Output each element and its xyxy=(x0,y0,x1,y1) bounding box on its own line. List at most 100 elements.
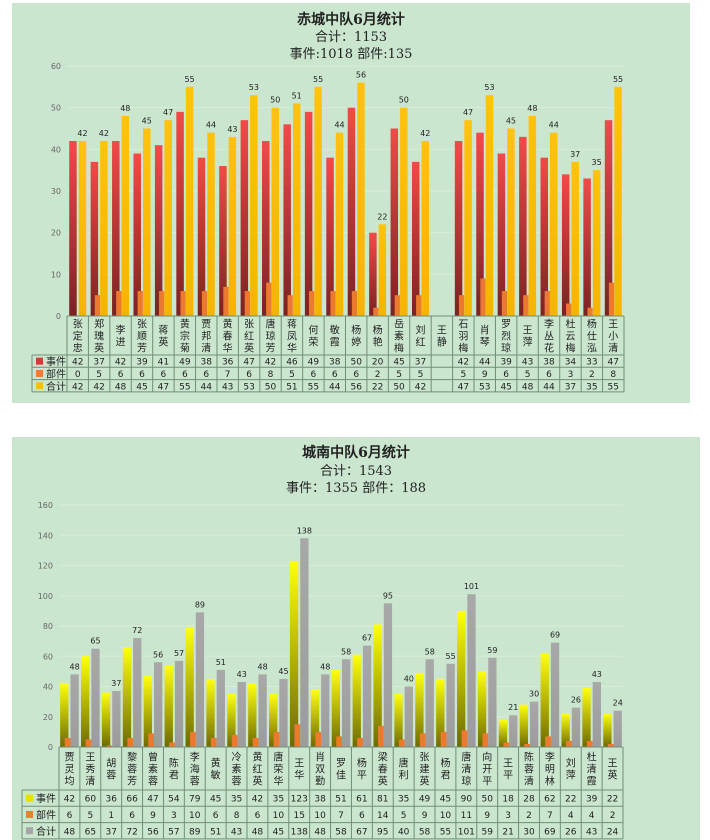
category-label: 李海蓉 xyxy=(190,751,200,788)
bar-部件 xyxy=(85,739,92,747)
table-cell: 48 xyxy=(64,827,76,837)
y-tick-label: 20 xyxy=(51,229,61,238)
table-cell: 50 xyxy=(265,382,277,392)
category-label: 罗烈琼 xyxy=(501,319,511,355)
table-cell: 45 xyxy=(500,382,511,392)
bar-部件 xyxy=(480,278,486,316)
svg-text:杨婷: 杨婷 xyxy=(351,324,361,349)
table-cell: 34 xyxy=(565,358,577,368)
svg-text:李进: 李进 xyxy=(116,324,126,349)
bar-合计 xyxy=(250,95,258,317)
table-cell: 9 xyxy=(482,370,488,380)
bar-事件 xyxy=(352,654,361,747)
table-cell: 48 xyxy=(115,382,127,392)
legend-key-事件 xyxy=(36,357,43,365)
bar-事件 xyxy=(81,656,90,747)
category-label: 贾邦清 xyxy=(201,319,211,355)
category-label: 王小清 xyxy=(608,320,618,355)
svg-text:刘红: 刘红 xyxy=(415,325,425,349)
bar-部件 xyxy=(159,291,165,316)
table-cell: 48 xyxy=(522,382,534,392)
bar-部件 xyxy=(201,291,208,316)
svg-text:刘萍: 刘萍 xyxy=(566,758,576,782)
table-cell: 79 xyxy=(189,795,201,805)
table-cell: 3 xyxy=(171,811,177,821)
bar-合计 xyxy=(464,120,472,317)
table-cell: 30 xyxy=(523,827,535,837)
bar-合计 xyxy=(300,538,309,747)
bar-合计 xyxy=(185,86,194,316)
data-label: 42 xyxy=(420,129,430,138)
y-tick-label: 160 xyxy=(38,501,53,510)
y-tick-label: 80 xyxy=(43,622,53,631)
bar-事件 xyxy=(497,153,506,316)
category-label: 曾素蓉 xyxy=(148,751,158,788)
table-cell: 10 xyxy=(314,811,326,821)
svg-text:贾邦清: 贾邦清 xyxy=(201,319,211,355)
table-cell: 5 xyxy=(418,370,424,380)
table-cell: 47 xyxy=(147,795,158,805)
y-tick-label: 20 xyxy=(43,713,53,722)
bar-合计 xyxy=(592,170,601,316)
table-cell: 2 xyxy=(589,370,595,380)
table-cell: 45 xyxy=(393,358,404,368)
svg-text:敬霞: 敬霞 xyxy=(330,324,340,349)
table-cell: 7 xyxy=(338,811,344,821)
category-label: 贾灵均 xyxy=(64,752,74,788)
y-tick-label: 50 xyxy=(51,104,61,113)
bar-事件 xyxy=(283,124,291,316)
table-cell: 51 xyxy=(335,795,346,805)
category-label: 陈君 xyxy=(169,757,179,782)
y-tick-label: 0 xyxy=(56,312,61,321)
category-label: 蒋英 xyxy=(158,325,168,349)
legend-key-部件 xyxy=(26,810,33,818)
bar-部件 xyxy=(190,731,196,747)
bar-事件 xyxy=(604,120,613,317)
data-label: 138 xyxy=(297,526,312,535)
svg-text:李海蓉: 李海蓉 xyxy=(190,751,200,788)
bar-合计 xyxy=(383,603,393,747)
table-cell: 42 xyxy=(64,795,75,805)
data-label: 48 xyxy=(258,662,268,671)
table-cell: 95 xyxy=(377,827,388,837)
data-label: 51 xyxy=(216,658,226,667)
data-label: 53 xyxy=(484,83,494,92)
y-tick-label: 60 xyxy=(43,652,53,661)
table-cell: 69 xyxy=(544,827,556,837)
bar-合计 xyxy=(207,132,215,316)
table-cell: 41 xyxy=(158,358,169,368)
bar-部件 xyxy=(440,731,447,747)
bar-合计 xyxy=(446,663,455,747)
table-cell: 8 xyxy=(268,370,274,380)
table-cell: 4 xyxy=(589,811,595,821)
table-cell: 43 xyxy=(586,827,597,837)
bar-事件 xyxy=(454,141,463,316)
table-cell: 51 xyxy=(210,827,221,837)
bar-事件 xyxy=(561,174,570,316)
table-cell: 42 xyxy=(265,358,276,368)
table-cell: 22 xyxy=(565,795,576,805)
svg-text:梁春英: 梁春英 xyxy=(378,751,388,788)
category-label: 杨仕泓 xyxy=(587,318,597,355)
bar-合计 xyxy=(100,141,108,316)
bar-事件 xyxy=(540,157,549,316)
table-cell: 1 xyxy=(108,811,114,821)
table-cell: 60 xyxy=(85,795,97,805)
bar-合计 xyxy=(362,645,372,747)
table-cell: 15 xyxy=(293,811,304,821)
chart-panel-chengnan: 城南中队6月统计 合计：1543 事件：1355 部件：188 0 20 40 60 8… xyxy=(12,437,700,840)
bar-事件 xyxy=(197,157,206,316)
category-label: 王平 xyxy=(503,759,513,782)
svg-text:杨艳: 杨艳 xyxy=(373,324,383,349)
legend-label: 事件 xyxy=(46,355,66,368)
category-label: 蒋凤华 xyxy=(287,319,297,355)
table-cell: 47 xyxy=(608,358,619,368)
data-label: 40 xyxy=(404,675,414,684)
legend-label: 事件 xyxy=(36,792,56,805)
bar-部件 xyxy=(608,282,615,316)
table-cell: 39 xyxy=(500,358,512,368)
category-label: 张定忠 xyxy=(73,319,83,355)
legend-label: 部件 xyxy=(46,367,66,380)
